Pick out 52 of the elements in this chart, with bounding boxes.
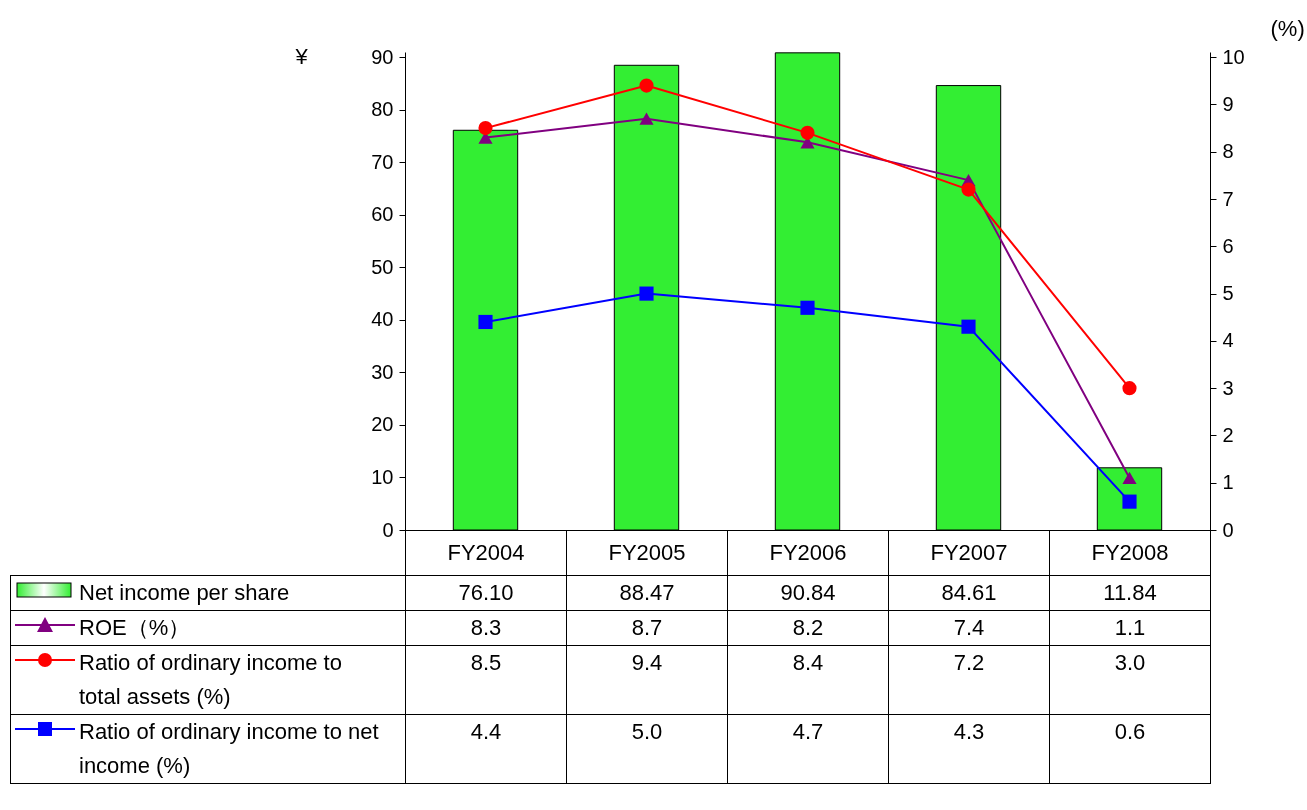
data-label: 8.3 bbox=[405, 610, 567, 646]
y2-tick-label: 7 bbox=[1222, 187, 1234, 210]
y-tick-label: 0 bbox=[382, 518, 394, 541]
y2-tick-label: 6 bbox=[1222, 234, 1234, 257]
y2-tick-label: 9 bbox=[1222, 92, 1234, 115]
data-label: 11.84 bbox=[1049, 575, 1211, 611]
y2-tick-label: 4 bbox=[1222, 329, 1234, 352]
data-label: 9.4 bbox=[566, 645, 728, 715]
x-tick-label: FY2007 bbox=[888, 530, 1050, 576]
y-tick-label: 10 bbox=[371, 465, 394, 488]
y2-tick-label: 1 bbox=[1222, 471, 1234, 494]
data-label: 3.0 bbox=[1049, 645, 1211, 715]
y2-axis-title: (%) bbox=[1270, 15, 1305, 41]
legend-label: Ratio of ordinary income to total assets (%) bbox=[79, 649, 343, 711]
y-tick-label: 30 bbox=[371, 360, 394, 383]
y-tick-label: 50 bbox=[371, 255, 394, 278]
data-label: 1.1 bbox=[1049, 610, 1211, 646]
data-label: 8.2 bbox=[727, 610, 889, 646]
data-label: 8.7 bbox=[566, 610, 728, 646]
y-tick-label: 70 bbox=[371, 150, 394, 173]
data-label: 7.2 bbox=[888, 645, 1050, 715]
data-label: 7.4 bbox=[888, 610, 1050, 646]
x-tick-label: FY2006 bbox=[727, 530, 889, 576]
data-label: 90.84 bbox=[727, 575, 889, 611]
y-axis-title: ¥ bbox=[294, 43, 309, 69]
legend-label: Net income per share bbox=[79, 579, 291, 607]
y2-tick-label: 8 bbox=[1222, 140, 1234, 163]
data-label: 88.47 bbox=[566, 575, 728, 611]
x-tick-label: FY2005 bbox=[566, 530, 728, 576]
data-label: 84.61 bbox=[888, 575, 1050, 611]
data-label: 8.4 bbox=[727, 645, 889, 715]
y-tick-label: 40 bbox=[371, 308, 394, 331]
y2-tick-label: 3 bbox=[1222, 376, 1234, 399]
y-tick-label: 90 bbox=[371, 45, 394, 68]
y2-tick-label: 10 bbox=[1222, 45, 1245, 68]
data-label: 4.4 bbox=[405, 714, 567, 784]
data-label: 4.7 bbox=[727, 714, 889, 784]
y-tick-label: 80 bbox=[371, 98, 394, 121]
x-tick-label: FY2008 bbox=[1049, 530, 1211, 576]
y2-tick-label: 2 bbox=[1222, 423, 1234, 446]
data-label: 4.3 bbox=[888, 714, 1050, 784]
x-tick-label: FY2004 bbox=[405, 530, 567, 576]
legend-label: ROE（%） bbox=[79, 614, 192, 642]
y2-tick-label: 0 bbox=[1222, 518, 1234, 541]
data-label: 76.10 bbox=[405, 575, 567, 611]
y-tick-label: 20 bbox=[371, 413, 394, 436]
y2-tick-label: 5 bbox=[1222, 282, 1234, 305]
data-label: 5.0 bbox=[566, 714, 728, 784]
data-label: 8.5 bbox=[405, 645, 567, 715]
y-tick-label: 60 bbox=[371, 203, 394, 226]
data-label: 0.6 bbox=[1049, 714, 1211, 784]
legend-label: Ratio of ordinary income to net income (%) bbox=[79, 718, 380, 780]
